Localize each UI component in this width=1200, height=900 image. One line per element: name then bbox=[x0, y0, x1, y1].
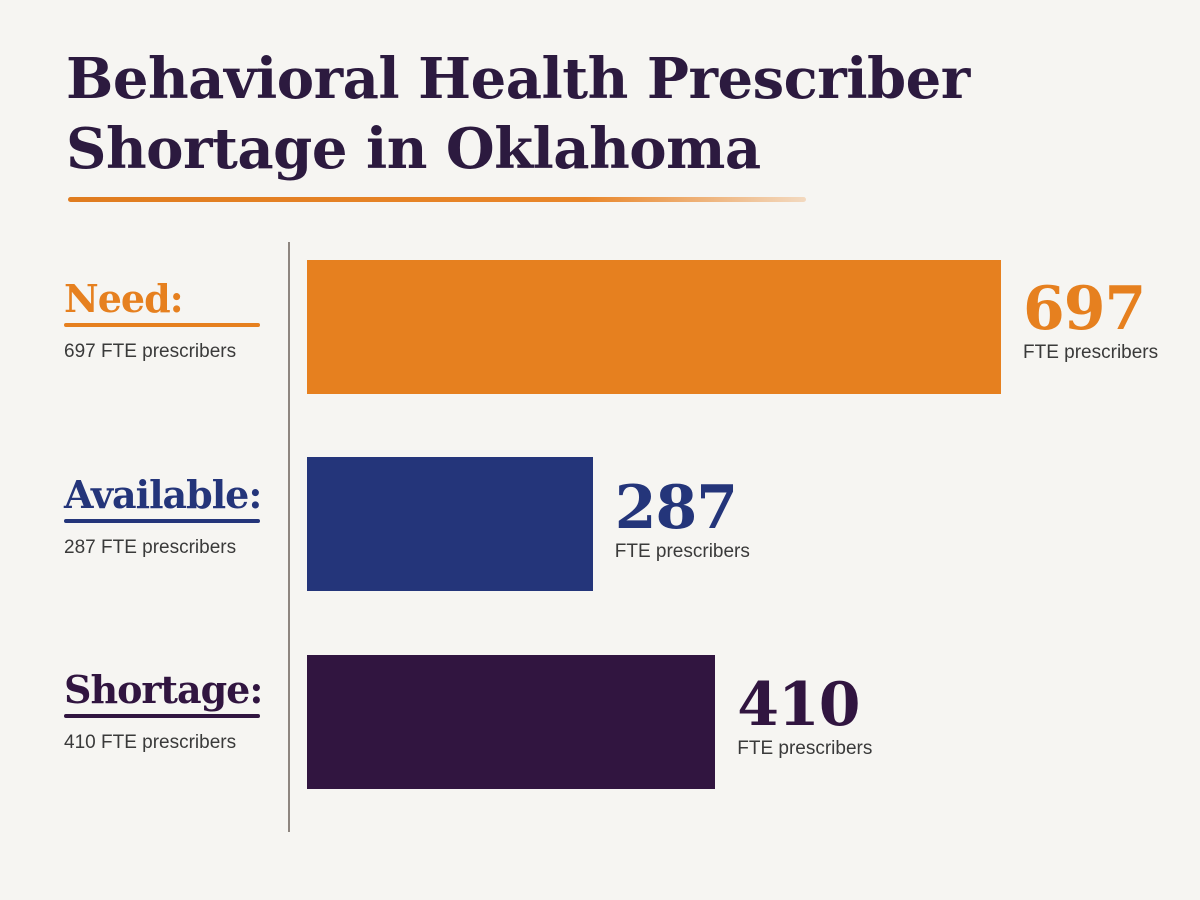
value-unit-shortage: FTE prescribers bbox=[737, 738, 873, 759]
category-underline-shortage bbox=[64, 714, 260, 718]
bar-available bbox=[307, 457, 593, 591]
category-underline-available bbox=[64, 519, 260, 523]
row-label-need: Need: 697 FTE prescribers bbox=[64, 277, 260, 363]
title-underline bbox=[68, 197, 806, 202]
value-shortage: 410 FTE prescribers bbox=[737, 674, 872, 760]
axis-divider bbox=[288, 242, 290, 832]
bar-shortage bbox=[307, 655, 716, 789]
chart-title-line-2: Shortage in Oklahoma bbox=[66, 116, 761, 182]
sublabel-shortage: 410 FTE prescribers bbox=[64, 732, 237, 753]
value-available: 287 FTE prescribers bbox=[615, 477, 750, 563]
category-label-available: Available: bbox=[64, 472, 262, 517]
category-label-shortage: Shortage: bbox=[64, 667, 263, 712]
sublabel-need: 697 FTE prescribers bbox=[64, 341, 237, 362]
value-unit-available: FTE prescribers bbox=[614, 541, 750, 562]
value-label-available: 287 bbox=[614, 473, 738, 543]
row-label-available: Available: 287 FTE prescribers bbox=[64, 472, 262, 559]
bar-need bbox=[307, 260, 1001, 394]
row-label-shortage: Shortage: 410 FTE prescribers bbox=[64, 667, 263, 754]
category-label-need: Need: bbox=[64, 276, 184, 321]
value-label-shortage: 410 bbox=[737, 670, 860, 740]
value-need: 697 FTE prescribers bbox=[1023, 278, 1158, 364]
chart-title: Behavioral Health Prescriber Shortage in… bbox=[66, 44, 1066, 184]
category-underline-need bbox=[64, 323, 260, 327]
value-label-need: 697 bbox=[1023, 274, 1146, 344]
chart-title-line-1: Behavioral Health Prescriber bbox=[66, 46, 970, 112]
sublabel-available: 287 FTE prescribers bbox=[64, 537, 237, 558]
value-unit-need: FTE prescribers bbox=[1023, 342, 1159, 363]
